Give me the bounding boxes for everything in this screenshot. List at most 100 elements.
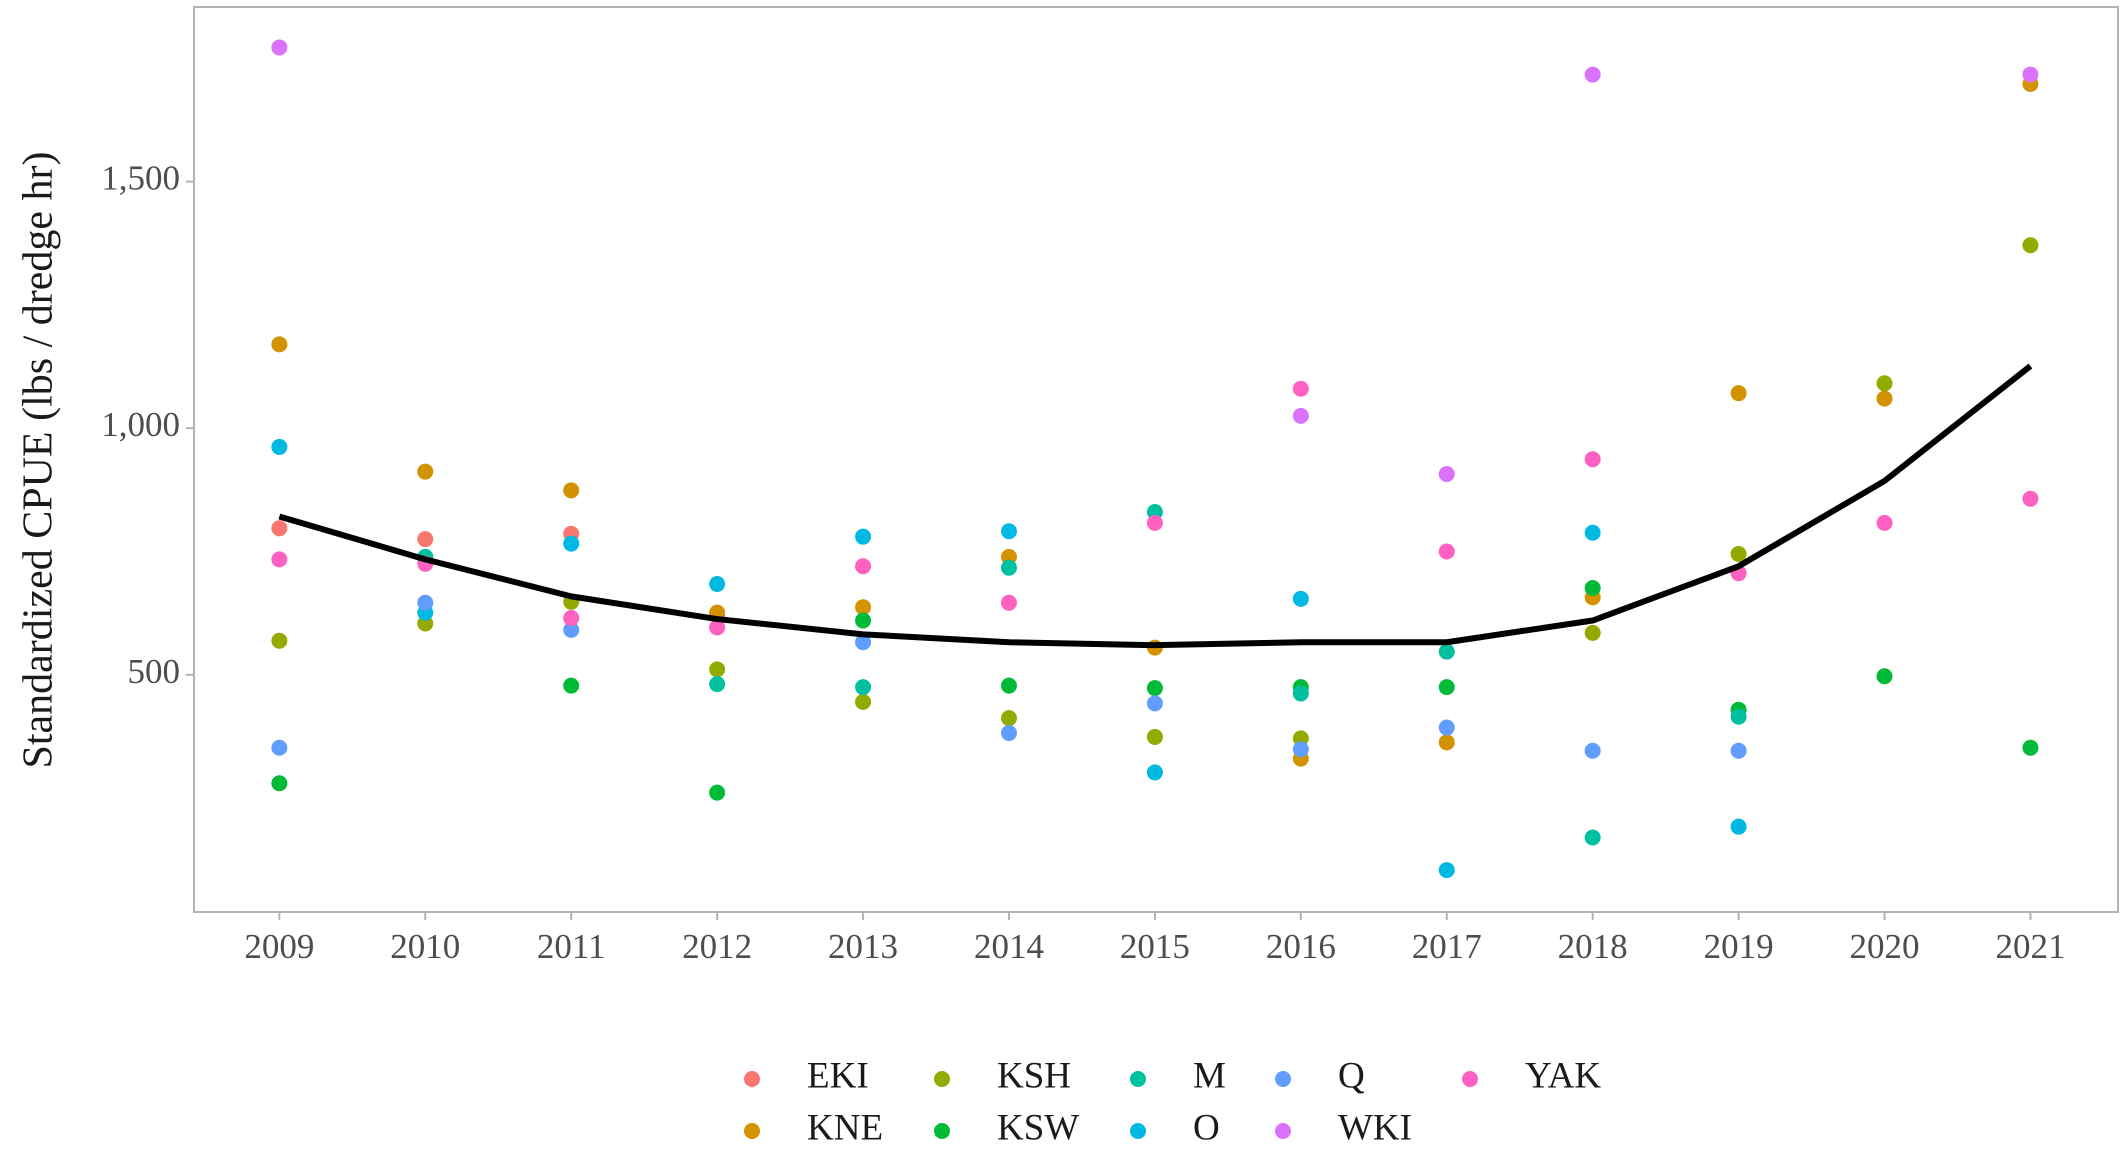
point — [1876, 375, 1893, 392]
point — [1438, 719, 1455, 736]
x-tick-label: 2011 — [537, 927, 606, 966]
x-tick-label: 2020 — [1850, 927, 1920, 966]
point — [855, 679, 872, 696]
legend-marker — [934, 1123, 950, 1139]
point — [1146, 514, 1163, 531]
point — [855, 599, 872, 616]
legend-label: WKI — [1338, 1107, 1412, 1148]
legend-marker — [744, 1071, 760, 1087]
point — [1000, 523, 1017, 540]
trend-line — [278, 363, 2033, 649]
point — [1584, 742, 1601, 759]
point — [417, 463, 434, 480]
point — [1438, 734, 1455, 751]
point — [855, 634, 872, 651]
x-tick-label: 2021 — [1995, 927, 2065, 966]
point — [1146, 680, 1163, 697]
legend-marker — [1275, 1071, 1291, 1087]
legend-label: EKI — [807, 1055, 869, 1096]
point — [1584, 66, 1601, 83]
x-tick-label: 2014 — [974, 927, 1044, 966]
point — [1000, 559, 1017, 576]
y-tick-label: 500 — [128, 652, 181, 691]
x-tick-label: 2013 — [828, 927, 898, 966]
point — [271, 739, 288, 756]
point — [1584, 624, 1601, 641]
point — [1584, 524, 1601, 541]
panel — [193, 6, 2119, 913]
point — [563, 535, 580, 552]
point — [563, 621, 580, 638]
x-tick-label: 2009 — [244, 927, 314, 966]
legend-label: KNE — [807, 1107, 883, 1148]
point — [1292, 590, 1309, 607]
legend-label: O — [1193, 1107, 1220, 1148]
point — [271, 336, 288, 353]
point — [709, 676, 726, 693]
legend-label: M — [1193, 1055, 1226, 1096]
point — [563, 482, 580, 499]
point — [2022, 739, 2039, 756]
legend-label: YAK — [1525, 1055, 1601, 1096]
point — [1730, 545, 1747, 562]
legend-marker — [1275, 1123, 1291, 1139]
legend-marker — [1130, 1123, 1146, 1139]
x-tick-label: 2017 — [1412, 927, 1482, 966]
y-tick-label: 1,000 — [101, 405, 180, 444]
point — [1730, 708, 1747, 725]
point — [855, 693, 872, 710]
point — [709, 576, 726, 593]
x-tick-label: 2018 — [1558, 927, 1628, 966]
x-tick-label: 2019 — [1704, 927, 1774, 966]
point — [709, 661, 726, 678]
point — [1292, 407, 1309, 424]
point — [271, 39, 288, 56]
point — [1438, 466, 1455, 483]
point — [1584, 829, 1601, 846]
point — [563, 677, 580, 694]
legend-marker — [1462, 1071, 1478, 1087]
point — [1584, 451, 1601, 468]
point — [563, 610, 580, 627]
point — [709, 619, 726, 636]
x-tick-label: 2015 — [1120, 927, 1190, 966]
legend-label: KSH — [997, 1055, 1071, 1096]
point — [271, 520, 288, 537]
point — [1438, 643, 1455, 660]
point — [1000, 677, 1017, 694]
point — [1292, 380, 1309, 397]
point — [1000, 724, 1017, 741]
point — [855, 558, 872, 575]
point — [1438, 862, 1455, 879]
point — [1584, 579, 1601, 596]
y-axis-label: Standardized CPUE (lbs / dredge hr) — [16, 151, 62, 768]
legend-label: KSW — [997, 1107, 1079, 1148]
y-tick-label: 1,500 — [101, 159, 180, 198]
point — [271, 438, 288, 455]
point — [1438, 543, 1455, 560]
point — [1292, 741, 1309, 758]
point — [1730, 742, 1747, 759]
point — [1730, 385, 1747, 402]
point — [2022, 237, 2039, 254]
point — [1730, 818, 1747, 835]
point — [2022, 490, 2039, 507]
point — [1876, 390, 1893, 407]
legend-marker — [934, 1071, 950, 1087]
point — [271, 632, 288, 649]
point — [1146, 728, 1163, 745]
point — [1876, 668, 1893, 685]
point — [1876, 514, 1893, 531]
x-tick-label: 2012 — [682, 927, 752, 966]
x-tick-label: 2016 — [1266, 927, 1336, 966]
point — [1000, 594, 1017, 611]
point — [1000, 710, 1017, 727]
point — [271, 775, 288, 792]
point — [417, 594, 434, 611]
point — [271, 551, 288, 568]
point — [1292, 685, 1309, 702]
point — [1146, 695, 1163, 712]
legend-label: Q — [1338, 1055, 1365, 1096]
point — [1438, 679, 1455, 696]
